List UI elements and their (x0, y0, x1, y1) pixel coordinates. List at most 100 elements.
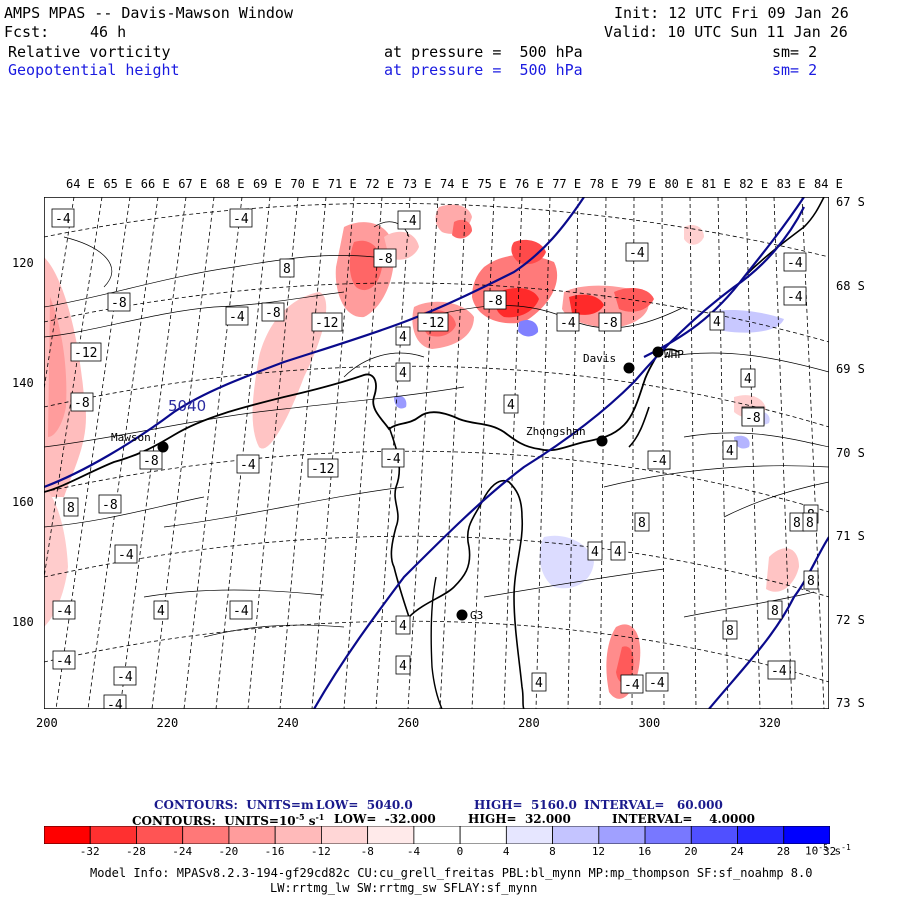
vorticity-label: 4 (157, 604, 165, 619)
vorticity-label-box (587, 541, 603, 561)
latitude-label: 67 S (836, 195, 865, 209)
vorticity-label-box (113, 666, 137, 686)
coastline (44, 348, 680, 493)
longitude-label: 69 E (253, 177, 282, 191)
longitude-label: 81 E (701, 177, 731, 191)
colorbar-tick-label: -16 (264, 845, 285, 858)
colorbar-unit: 10-5 s-1 (805, 843, 851, 858)
station-markers: Davis WHP Zhongshan Mawson G3 (111, 346, 684, 622)
station-marker (623, 362, 635, 374)
vorticity-label-box (722, 620, 738, 640)
longitude-label: 79 E (627, 177, 656, 191)
vorticity-label: -12 (311, 462, 334, 477)
vorticity-label-box (107, 292, 131, 312)
vorticity-label: -4 (771, 664, 787, 679)
vorticity-label-box (98, 494, 122, 514)
vorticity-label: -4 (401, 214, 417, 229)
vorticity-label: 8 (638, 516, 646, 531)
longitude-label: 72 E (365, 177, 395, 191)
vorticity-label-box (709, 311, 725, 331)
colorbar-tick-label: 20 (684, 845, 698, 858)
vorticity-label-box (395, 326, 411, 346)
vorticity-label-box (741, 407, 765, 427)
vorticity-label-box (645, 672, 669, 692)
height-contours (44, 197, 829, 709)
vorticity-label-box (598, 312, 622, 332)
vorticity-label: 4 (713, 315, 721, 330)
vorticity-label-box (783, 286, 807, 306)
init-time: Init: 12 UTC Fri 09 Jan 26 (614, 4, 849, 22)
ice-shelf-outline (388, 426, 525, 709)
longitude-label: 73 E (402, 177, 432, 191)
station-label: Davis (583, 352, 616, 365)
longitude-label: 77 E (552, 177, 582, 191)
vort-contour-units: CONTOURS: UNITS=10-5 s-1 (132, 812, 325, 828)
vorticity-label-box (153, 600, 169, 620)
vorticity-label: -8 (143, 454, 159, 469)
vorticity-label: -4 (787, 256, 803, 271)
vorticity-label-box (52, 600, 76, 620)
station-label: Mawson (111, 431, 151, 444)
latitude-label: 72 S (836, 612, 865, 627)
vorticity-label-box (625, 242, 649, 262)
vorticity-label: -8 (102, 498, 118, 513)
station-marker (157, 441, 169, 453)
vorticity-label: 4 (535, 676, 543, 691)
x-tick-label: 240 (277, 716, 299, 730)
vorticity-label: 8 (806, 516, 814, 531)
vorticity-label: 4 (399, 659, 407, 674)
colorbar-tick-label: -24 (172, 845, 193, 858)
latitude-label: 69 S (836, 362, 865, 376)
colorbar-tick-label: 8 (549, 845, 556, 858)
colorbar-swatch (598, 826, 646, 844)
y-tick-label: 140 (12, 375, 34, 390)
vorticity-label-box (531, 672, 547, 692)
x-tick-label: 280 (518, 716, 540, 730)
vorticity-label-box (373, 248, 397, 268)
vorticity-label-box (51, 208, 75, 228)
field-1-name: Relative vorticity (8, 43, 171, 61)
latitude-label: 70 S (836, 445, 865, 460)
vorticity-label-box (767, 600, 783, 620)
field-1-pressure: at pressure = 500 hPa (384, 43, 583, 61)
field-2-name: Geopotential height (8, 61, 180, 79)
vort-contour-low: LOW= -32.000 (334, 812, 436, 826)
vorticity-label: 8 (771, 604, 779, 619)
vorticity-label: -12 (421, 316, 444, 331)
vorticity-label-box (229, 208, 253, 228)
longitude-label: 82 E (739, 177, 769, 191)
vorticity-label-box (52, 650, 76, 670)
vorticity-label: -4 (229, 310, 245, 325)
vorticity-label: 8 (807, 574, 815, 589)
x-tick-label: 200 (36, 716, 58, 730)
vorticity-label: -4 (118, 548, 134, 563)
colorbar-swatch (367, 826, 415, 844)
vorticity-label: -8 (745, 411, 761, 426)
vorticity-label: -4 (56, 654, 72, 669)
colorbar-tick-label: 24 (730, 845, 744, 858)
model-info-line1: Model Info: MPASv8.2.3-194-gf29cd82c CU:… (90, 866, 813, 880)
vorticity-label: -4 (117, 670, 133, 685)
colorbar-swatch (182, 826, 230, 844)
longitude-label: 70 E (290, 177, 320, 191)
vorticity-label-box (139, 450, 163, 470)
vorticity-label-box (311, 312, 343, 332)
colorbar-swatch (644, 826, 692, 844)
plot-title: AMPS MPAS -- Davis-Mawson Window (4, 4, 293, 22)
vorticity-label: 4 (614, 545, 622, 560)
vorticity-label: 4 (399, 330, 407, 345)
vorticity-label: 4 (591, 545, 599, 560)
longitude-label: 78 E (589, 177, 619, 191)
forecast-label: Fcst: (4, 23, 50, 41)
longitude-label: 66 E (140, 177, 170, 191)
bay-outline (628, 197, 825, 448)
vorticity-label-box (114, 544, 138, 564)
vorticity-label-box (803, 570, 819, 590)
colorbar-tick-label: -4 (406, 845, 421, 858)
longitude-label: 64 E (66, 177, 95, 191)
vorticity-label: 4 (726, 444, 734, 459)
vorticity-label-box (307, 458, 339, 478)
vorticity-label-box (70, 342, 102, 362)
vorticity-label: -4 (55, 212, 71, 227)
height-contour-label: 5040 (168, 397, 206, 415)
